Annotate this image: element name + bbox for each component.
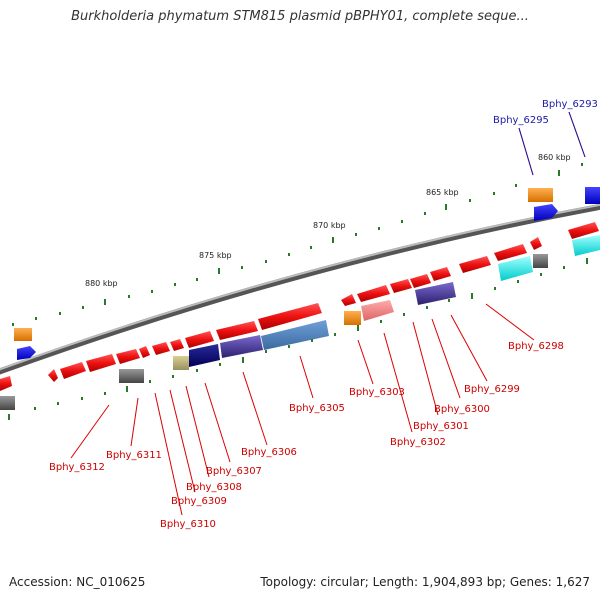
- gene-label-bphy-6311[interactable]: Bphy_6311: [106, 450, 162, 461]
- scale-label-870: 870 kbp: [313, 221, 346, 230]
- gene-label-bphy-6293[interactable]: Bphy_6293: [542, 99, 598, 110]
- gene-feature[interactable]: [361, 300, 394, 321]
- gene-feature[interactable]: [494, 244, 527, 261]
- gene-label-bphy-6299[interactable]: Bphy_6299: [464, 384, 520, 395]
- gene-feature[interactable]: [48, 369, 58, 382]
- gene-label-bphy-6307[interactable]: Bphy_6307: [206, 466, 262, 477]
- accession-label: Accession: NC_010625: [9, 575, 146, 589]
- gene-feature[interactable]: [86, 354, 116, 372]
- gene-feature[interactable]: [119, 369, 144, 383]
- gene-label-bphy-6308[interactable]: Bphy_6308: [186, 482, 242, 493]
- plasmid-backbone: [0, 203, 600, 375]
- scale-label-865: 865 kbp: [426, 188, 459, 197]
- gene-feature[interactable]: [152, 342, 170, 355]
- gene-feature[interactable]: [173, 356, 189, 370]
- gene-feature[interactable]: [170, 339, 184, 351]
- gene-label-bphy-6309[interactable]: Bphy_6309: [171, 496, 227, 507]
- gene-label-bphy-6295[interactable]: Bphy_6295: [493, 115, 549, 126]
- gene-feature[interactable]: [341, 294, 356, 306]
- gene-label-bphy-6303[interactable]: Bphy_6303: [349, 387, 405, 398]
- gene-feature[interactable]: [0, 376, 12, 391]
- gene-feature[interactable]: [220, 335, 263, 358]
- gene-label-bphy-6298[interactable]: Bphy_6298: [508, 341, 564, 352]
- gene-feature[interactable]: [415, 282, 456, 305]
- gene-label-bphy-6312[interactable]: Bphy_6312: [49, 462, 105, 473]
- gene-label-bphy-6301[interactable]: Bphy_6301: [413, 421, 469, 432]
- reverse-strand-genes: [0, 235, 600, 410]
- gene-feature[interactable]: [261, 320, 329, 350]
- gene-feature[interactable]: [585, 187, 600, 204]
- gene-feature[interactable]: [357, 285, 390, 302]
- gene-feature[interactable]: [528, 188, 553, 202]
- gene-feature[interactable]: [410, 274, 431, 288]
- gene-label-bphy-6310[interactable]: Bphy_6310: [160, 519, 216, 530]
- gene-feature[interactable]: [14, 328, 32, 341]
- gene-feature[interactable]: [459, 256, 491, 273]
- gene-feature[interactable]: [139, 346, 150, 358]
- forward-strand-genes: [0, 222, 599, 391]
- upper-features: [14, 187, 600, 360]
- gene-feature[interactable]: [116, 349, 140, 364]
- scale-ring: [12, 163, 583, 326]
- gene-label-bphy-6300[interactable]: Bphy_6300: [434, 404, 490, 415]
- gene-feature[interactable]: [498, 256, 533, 281]
- gene-feature[interactable]: [390, 279, 412, 293]
- gene-feature[interactable]: [258, 303, 322, 330]
- gene-feature[interactable]: [185, 331, 214, 348]
- scale-label-875: 875 kbp: [199, 251, 232, 260]
- gene-feature[interactable]: [17, 346, 36, 360]
- inner-scale-ring: [8, 258, 588, 420]
- gene-feature[interactable]: [533, 254, 548, 268]
- gene-label-bphy-6306[interactable]: Bphy_6306: [241, 447, 297, 458]
- gene-feature[interactable]: [344, 311, 361, 325]
- genome-summary: Topology: circular; Length: 1,904,893 bp…: [260, 575, 590, 589]
- gene-feature[interactable]: [430, 267, 451, 281]
- gene-feature[interactable]: [189, 344, 220, 367]
- gene-feature[interactable]: [534, 204, 558, 221]
- scale-label-860: 860 kbp: [538, 153, 571, 162]
- gene-label-bphy-6302[interactable]: Bphy_6302: [390, 437, 446, 448]
- label-leaders: [70, 111, 586, 516]
- gene-feature[interactable]: [530, 237, 542, 250]
- gene-feature[interactable]: [572, 235, 600, 256]
- scale-label-880: 880 kbp: [85, 279, 118, 288]
- gene-feature[interactable]: [0, 396, 15, 410]
- gene-feature[interactable]: [568, 222, 599, 239]
- gene-feature[interactable]: [60, 362, 86, 379]
- map-title: Burkholderia phymatum STM815 plasmid pBP…: [71, 9, 529, 24]
- gene-feature[interactable]: [216, 321, 258, 340]
- gene-label-bphy-6305[interactable]: Bphy_6305: [289, 403, 345, 414]
